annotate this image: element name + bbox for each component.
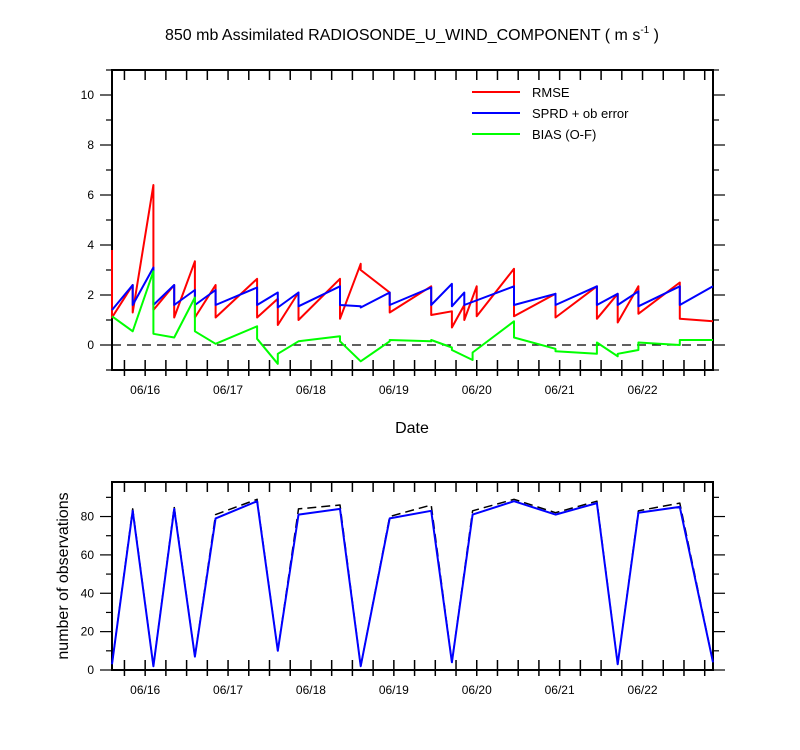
x-tick-label: 06/18 [296,383,326,397]
series-line-2 [111,500,714,668]
top-chart-tick-labels: 06/16 06/17 06/18 06/19 06/20 06/21 06/22 0 2 4 6 8… [81,88,658,397]
y-axis-title: number of observations [55,492,72,659]
series-line-bias-o-f [111,270,713,365]
legend-label-bias-o-f: BIAS (O-F) [532,127,596,142]
x-tick-label: 06/17 [213,383,243,397]
x-tick-label: 06/20 [462,383,492,397]
x-tick-label: 06/16 [130,683,160,697]
top-chart-series [111,184,714,365]
x-tick-label: 06/20 [462,683,492,697]
series-line-sprd-ob-error [111,266,714,311]
series-line-rmse [111,184,714,329]
x-tick-label: 06/21 [545,383,575,397]
x-tick-label: 06/18 [296,683,326,697]
y-tick-label: 4 [87,238,94,252]
y-tick-label: 20 [81,625,95,639]
bottom-chart: 06/16 06/17 06/18 06/19 06/20 06/21 06/22 0 20 40… [81,481,725,697]
legend: RMSE SPRD + ob error BIAS (O-F) [472,85,629,142]
y-tick-label: 8 [87,138,94,152]
chart-title: 850 mb Assimilated RADIOSONDE_U_WIND_COM… [165,25,659,44]
y-tick-label: 40 [81,586,95,600]
x-tick-label: 06/16 [130,383,160,397]
x-tick-label: 06/22 [628,683,658,697]
x-tick-label: 06/19 [379,683,409,697]
x-tick-label: 06/19 [379,383,409,397]
y-tick-label: 2 [87,288,94,302]
y-tick-label: 6 [87,188,94,202]
y-tick-label: 60 [81,548,95,562]
top-chart: 06/16 06/17 06/18 06/19 06/20 06/21 06/22 0 2 4 6 8… [81,69,725,397]
plot-frame [111,481,714,671]
x-tick-label: 06/17 [213,683,243,697]
top-chart-axes [100,69,725,376]
y-tick-label: 0 [87,663,94,677]
y-tick-label: 10 [81,88,95,102]
series-line-1 [111,498,714,667]
legend-label-rmse: RMSE [532,85,570,100]
bottom-chart-series [111,498,714,668]
x-tick-label: 06/21 [545,683,575,697]
x-axis-title: Date [395,420,429,437]
bottom-chart-axes [100,481,725,676]
legend-label-sprd-ob-error: SPRD + ob error [532,106,629,121]
y-tick-label: 80 [81,510,95,524]
y-tick-label: 0 [87,338,94,352]
x-tick-label: 06/22 [628,383,658,397]
bottom-chart-tick-labels: 06/16 06/17 06/18 06/19 06/20 06/21 06/22 0 20 40… [81,510,658,697]
